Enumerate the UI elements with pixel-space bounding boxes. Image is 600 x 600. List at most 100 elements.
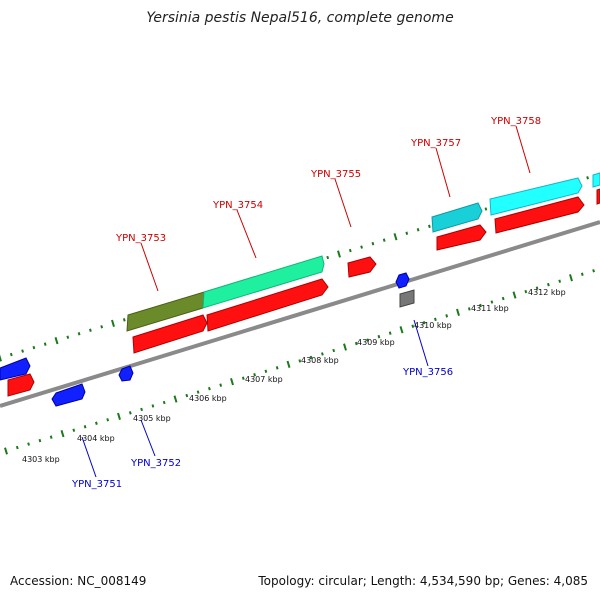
minor-tick	[490, 300, 494, 304]
minor-tick	[9, 352, 13, 357]
major-tick	[111, 319, 115, 327]
reverse-strand-genes	[0, 272, 410, 407]
minor-tick	[467, 307, 471, 311]
minor-tick	[348, 248, 352, 253]
lower-callout-lines	[81, 319, 429, 478]
forward-strand-genes	[7, 188, 600, 397]
major-tick	[337, 250, 341, 258]
gene-forward-ypn3755[interactable]	[347, 256, 377, 278]
kbp-label: 4310 kbp	[414, 321, 452, 330]
kbp-label: 4307 kbp	[245, 375, 283, 384]
gene-ypn3758-highlight[interactable]	[489, 177, 583, 216]
minor-tick	[428, 224, 431, 229]
gene-label-ypn3753[interactable]: YPN_3753	[115, 233, 166, 244]
minor-tick	[49, 435, 53, 439]
major-tick	[569, 274, 573, 282]
minor-tick	[196, 390, 200, 394]
minor-tick	[366, 338, 369, 342]
callout-line-ypn3758	[515, 125, 531, 174]
minor-tick	[185, 393, 189, 398]
accession-text: Accession: NC_008149	[10, 574, 147, 588]
minor-tick	[309, 355, 313, 360]
highlight-genes	[126, 172, 600, 332]
gene-reverse-1[interactable]	[0, 357, 31, 381]
minor-tick	[32, 345, 36, 350]
minor-tick	[388, 331, 392, 335]
gene-forward-ypn3754[interactable]	[206, 278, 329, 332]
minor-tick	[151, 404, 155, 408]
minor-tick	[72, 428, 76, 432]
lower-tick-row	[4, 269, 595, 455]
gene-label-ypn3754[interactable]: YPN_3754	[212, 200, 263, 211]
minor-tick	[354, 341, 358, 346]
minor-tick	[83, 425, 87, 429]
minor-tick	[332, 348, 336, 353]
gene-label-ypn3755[interactable]: YPN_3755	[310, 169, 361, 180]
minor-tick	[382, 238, 386, 242]
minor-tick	[592, 269, 595, 273]
minor-tick	[253, 373, 256, 377]
gene-forward-ypn3758[interactable]	[494, 196, 585, 234]
callout-line-ypn3755	[334, 178, 352, 228]
minor-tick	[405, 231, 409, 235]
minor-tick	[15, 445, 19, 450]
minor-tick	[100, 325, 104, 329]
major-tick	[399, 326, 404, 334]
minor-tick	[128, 411, 132, 415]
gene-ypn3756-highlight[interactable]	[399, 289, 415, 308]
minor-tick	[434, 317, 437, 322]
minor-tick	[264, 369, 268, 373]
gene-reverse-ypn3756[interactable]	[395, 272, 410, 289]
minor-tick	[326, 255, 330, 260]
major-tick	[230, 378, 234, 386]
major-tick	[4, 447, 8, 455]
minor-tick	[38, 438, 42, 443]
minor-tick	[416, 228, 420, 232]
minor-tick	[95, 421, 98, 425]
callout-line-ypn3752	[140, 419, 156, 457]
gene-forward-1[interactable]	[7, 373, 35, 397]
major-tick	[286, 360, 291, 368]
callout-line-ypn3757	[435, 147, 451, 198]
major-tick	[0, 354, 2, 362]
minor-tick	[580, 272, 584, 276]
major-tick	[456, 308, 460, 316]
gene-highlight-edge[interactable]	[592, 172, 600, 188]
minor-tick	[377, 334, 381, 339]
minor-tick	[27, 442, 30, 446]
major-tick	[512, 291, 517, 299]
major-tick	[343, 343, 347, 351]
gene-forward-ypn3753[interactable]	[132, 314, 208, 354]
gene-ypn3754-highlight[interactable]	[202, 255, 325, 309]
gene-label-ypn3757[interactable]: YPN_3757	[410, 138, 461, 149]
genome-backbone	[0, 220, 600, 408]
gene-reverse-ypn3752[interactable]	[118, 365, 134, 382]
gene-label-ypn3758[interactable]: YPN_3758	[490, 116, 541, 127]
gene-ypn3757-highlight[interactable]	[431, 202, 483, 233]
gene-forward-ypn3757[interactable]	[436, 224, 487, 251]
gene-label-ypn3751[interactable]: YPN_3751	[71, 479, 122, 490]
minor-tick	[411, 324, 415, 328]
minor-tick	[547, 282, 550, 287]
minor-tick	[208, 386, 211, 391]
minor-tick	[106, 418, 110, 422]
callout-line-ypn3751	[81, 436, 97, 478]
kbp-label: 4312 kbp	[528, 288, 566, 297]
kbp-label: 4305 kbp	[133, 414, 171, 423]
kbp-label: 4306 kbp	[189, 394, 227, 403]
gene-reverse-ypn3751[interactable]	[51, 383, 86, 407]
major-tick	[117, 412, 121, 420]
minor-tick	[586, 176, 589, 180]
minor-tick	[66, 335, 70, 339]
kbp-label: 4309 kbp	[357, 338, 395, 347]
gene-label-ypn3752[interactable]: YPN_3752	[130, 458, 181, 469]
minor-tick	[321, 352, 324, 356]
gene-label-ypn3756[interactable]: YPN_3756	[402, 367, 453, 378]
kbp-label-group: 4303 kbp 4304 kbp 4305 kbp 4306 kbp 4307…	[22, 288, 566, 464]
kbp-label: 4303 kbp	[22, 455, 60, 464]
minor-tick	[422, 321, 426, 325]
minor-tick	[501, 296, 505, 301]
gene-forward-edge[interactable]	[596, 188, 600, 205]
